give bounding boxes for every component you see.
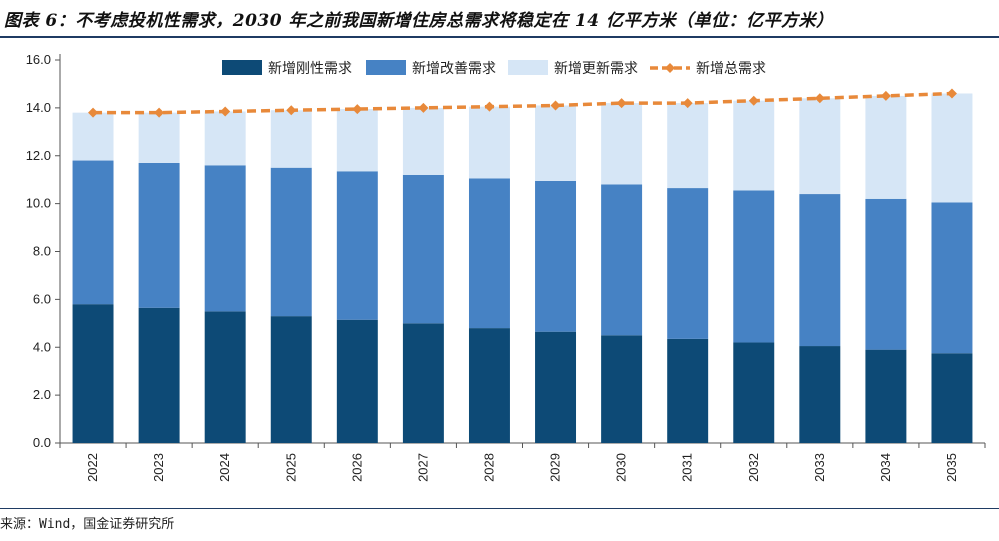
bar-improve-segment — [336, 171, 378, 320]
legend-label: 新增改善需求 — [412, 61, 496, 77]
y-tick-label: 16.0 — [26, 52, 51, 67]
x-tick-label: 2023 — [151, 453, 166, 482]
bar-rigid-segment — [799, 346, 841, 443]
legend-swatch — [366, 60, 406, 75]
y-tick-label: 2.0 — [33, 387, 51, 402]
chart-title: 图表 6：不考虑投机性需求，2030 年之前我国新增住房总需求将稳定在 14 亿… — [4, 11, 834, 31]
title-rule — [0, 36, 999, 38]
bar-renew-segment — [72, 112, 114, 161]
x-tick-label: 2034 — [878, 453, 893, 482]
bar-renew-segment — [667, 103, 709, 189]
bar-improve-segment — [865, 198, 907, 350]
bar-renew-segment — [468, 106, 510, 179]
x-tick-label: 2032 — [746, 453, 761, 482]
total-demand-point — [616, 98, 627, 109]
bar-rigid-segment — [733, 342, 775, 443]
bar-improve-segment — [468, 178, 510, 329]
bar-renew-segment — [601, 103, 643, 185]
bar-rigid-segment — [931, 353, 973, 443]
total-demand-point — [946, 88, 957, 99]
bar-rigid-segment — [270, 316, 312, 443]
bar-improve-segment — [72, 160, 114, 305]
total-demand-point — [748, 95, 759, 106]
total-demand-point — [286, 105, 297, 116]
stacked-bar-chart: 0.0 2.0 4.0 6.0 8.0 10.0 12.0 14.0 16.0 2022 2023… — [26, 52, 986, 482]
legend: 新增刚性需求 新增改善需求 新增更新需求 新增总需求 — [222, 60, 766, 77]
y-tick-label: 10.0 — [26, 196, 51, 211]
bar-renew-segment — [535, 105, 577, 181]
x-tick-label: 2030 — [614, 453, 629, 482]
bar-renew-segment — [204, 111, 246, 166]
bar-renew-segment — [799, 98, 841, 195]
legend-swatch — [508, 60, 548, 75]
legend-swatch — [222, 60, 262, 75]
legend-label: 新增更新需求 — [554, 61, 638, 77]
bar-rigid-segment — [865, 349, 907, 443]
x-tick-label: 2027 — [415, 453, 430, 482]
bar-renew-segment — [733, 100, 775, 191]
bar-improve-segment — [799, 194, 841, 347]
total-demand-point — [220, 106, 231, 117]
y-tick-label: 8.0 — [33, 244, 51, 259]
x-tick-label: 2031 — [680, 453, 695, 482]
bars — [72, 93, 973, 443]
x-tick-label: 2022 — [85, 453, 100, 482]
total-demand-point — [814, 93, 825, 104]
total-demand-point — [88, 107, 99, 118]
bar-renew-segment — [336, 109, 378, 172]
total-demand-point — [352, 104, 363, 115]
x-tick-label: 2024 — [217, 453, 232, 482]
bar-improve-segment — [601, 184, 643, 336]
y-tick-label: 14.0 — [26, 100, 51, 115]
bar-rigid-segment — [535, 331, 577, 443]
x-axis: 2022 2023 2024 2025 2026 2027 2028 2029 2030 2031… — [59, 442, 986, 482]
total-demand-point — [550, 100, 561, 111]
y-tick-label: 6.0 — [33, 291, 51, 306]
bar-rigid-segment — [402, 323, 444, 443]
total-demand-point — [154, 107, 165, 118]
bar-improve-segment — [667, 188, 709, 339]
x-tick-label: 2025 — [283, 453, 298, 482]
bar-improve-segment — [733, 190, 775, 343]
bar-improve-segment — [931, 202, 973, 354]
bar-improve-segment — [138, 162, 180, 308]
total-demand-point — [880, 90, 891, 101]
bar-renew-segment — [931, 93, 973, 203]
bar-rigid-segment — [204, 311, 246, 443]
x-tick-label: 2026 — [349, 453, 364, 482]
y-tick-label: 12.0 — [26, 148, 51, 163]
x-tick-label: 2029 — [548, 453, 563, 482]
bar-rigid-segment — [72, 304, 114, 443]
total-line — [88, 88, 957, 118]
x-tick-label: 2033 — [812, 453, 827, 482]
legend-swatch-marker — [665, 63, 675, 73]
bar-renew-segment — [270, 110, 312, 168]
x-tick-label: 2035 — [944, 453, 959, 482]
bar-improve-segment — [204, 165, 246, 312]
total-demand-line — [93, 91, 953, 115]
total-demand-point — [682, 98, 693, 109]
source-note: 来源：Wind，国金证券研究所 — [0, 517, 175, 532]
total-demand-point — [418, 102, 429, 113]
y-tick-label: 0.0 — [33, 435, 51, 450]
bar-improve-segment — [270, 167, 312, 317]
bar-rigid-segment — [667, 338, 709, 443]
bar-rigid-segment — [468, 328, 510, 443]
x-tick-label: 2028 — [481, 453, 496, 482]
total-demand-point — [484, 101, 495, 112]
legend-label: 新增总需求 — [696, 61, 766, 77]
bar-improve-segment — [402, 174, 444, 324]
bar-rigid-segment — [336, 319, 378, 443]
bar-renew-segment — [865, 95, 907, 199]
bottom-rule — [0, 508, 999, 509]
y-tick-label: 4.0 — [33, 339, 51, 354]
bar-renew-segment — [138, 112, 180, 163]
bar-renew-segment — [402, 107, 444, 175]
bar-improve-segment — [535, 180, 577, 332]
bar-rigid-segment — [601, 335, 643, 443]
y-axis: 0.0 2.0 4.0 6.0 8.0 10.0 12.0 14.0 16.0 — [26, 52, 61, 450]
bar-rigid-segment — [138, 307, 180, 443]
legend-label: 新增刚性需求 — [268, 61, 352, 77]
